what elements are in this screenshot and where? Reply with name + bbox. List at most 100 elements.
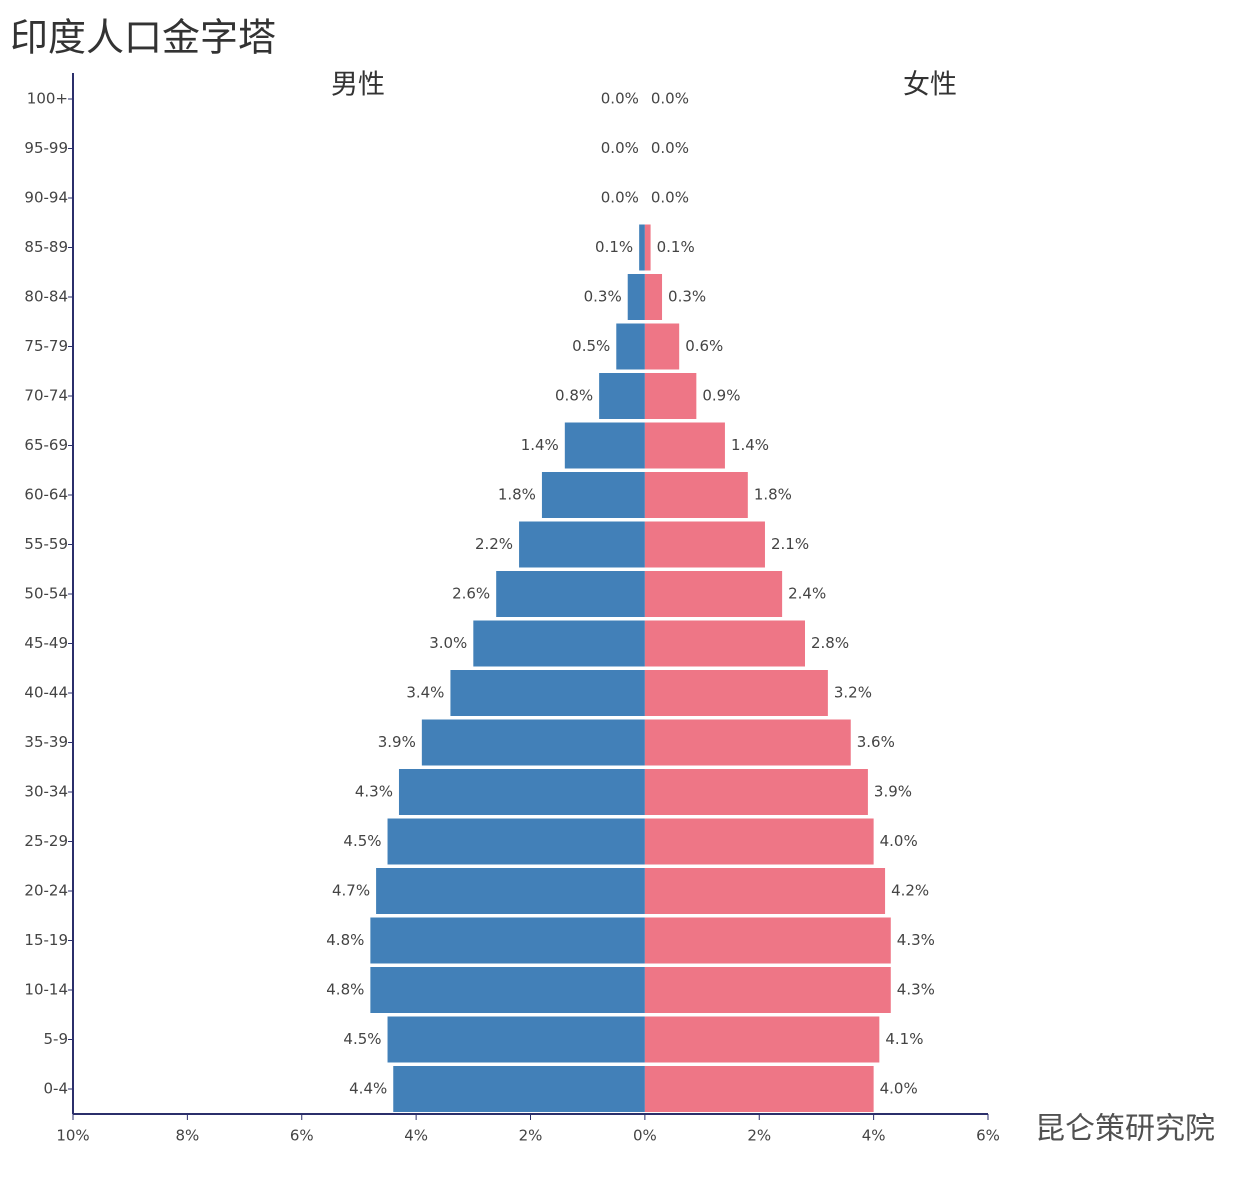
bar	[599, 373, 645, 419]
watermark: 昆仑策研究院	[1035, 1112, 1215, 1147]
bar	[644, 1066, 874, 1112]
x-tick-label: 8%	[175, 1127, 199, 1145]
bar	[450, 670, 645, 716]
value-label: 3.2%	[834, 684, 872, 702]
bar	[627, 274, 645, 320]
bar	[644, 571, 783, 617]
bar	[644, 323, 680, 370]
y-tick-label: 15-19	[24, 931, 68, 949]
y-tick-label: 25-29	[24, 832, 68, 850]
bar	[564, 422, 645, 469]
x-tick-label: 6%	[290, 1127, 314, 1145]
value-label: 4.3%	[897, 931, 935, 949]
bar	[370, 967, 645, 1013]
bar	[519, 521, 645, 568]
x-tick-label: 6%	[976, 1127, 1000, 1145]
y-tick-label: 80-84	[24, 288, 68, 306]
y-tick-label: 30-34	[24, 783, 68, 801]
value-label: 0.3%	[668, 288, 706, 306]
bar	[398, 769, 645, 815]
y-tick-label: 55-59	[24, 535, 68, 553]
x-tick-label: 4%	[404, 1127, 428, 1145]
y-tick-label: 75-79	[24, 337, 68, 355]
bar	[496, 571, 645, 617]
x-tick-label: 2%	[747, 1127, 771, 1145]
bar	[616, 323, 645, 370]
value-label: 3.0%	[429, 634, 467, 652]
bar	[644, 769, 868, 815]
value-label: 2.6%	[452, 585, 490, 603]
value-label: 4.8%	[326, 981, 364, 999]
value-label: 4.3%	[897, 981, 935, 999]
value-label: 0.3%	[584, 288, 622, 306]
bar	[644, 868, 886, 914]
legend-male: 男性	[331, 70, 385, 101]
bar	[644, 670, 828, 716]
y-tick-label: 95-99	[24, 139, 68, 157]
legend-female: 女性	[903, 70, 957, 101]
value-label: 3.9%	[874, 783, 912, 801]
value-label: 4.0%	[880, 1080, 918, 1098]
y-tick-label: 10-14	[24, 981, 68, 999]
x-tick-label: 2%	[519, 1127, 543, 1145]
bar	[644, 373, 697, 419]
bar	[644, 521, 765, 568]
value-label: 1.4%	[521, 436, 559, 454]
bar	[644, 224, 651, 271]
value-label: 0.8%	[555, 387, 593, 405]
y-tick-label: 45-49	[24, 634, 68, 652]
value-label: 4.8%	[326, 931, 364, 949]
y-tick-label: 5-9	[44, 1030, 69, 1048]
bar	[421, 719, 645, 766]
value-label: 0.1%	[657, 238, 695, 256]
value-label: 0.0%	[651, 189, 689, 207]
chart-title: 印度人口金字塔	[10, 16, 276, 60]
y-tick-label: 50-54	[24, 585, 68, 603]
y-tick-label: 100+	[27, 90, 68, 108]
value-label: 4.7%	[332, 882, 370, 900]
bar	[644, 422, 725, 469]
bar	[370, 917, 645, 964]
y-tick-label: 0-4	[44, 1080, 69, 1098]
x-tick-label: 10%	[56, 1127, 89, 1145]
bar	[473, 620, 645, 667]
value-label: 0.1%	[595, 238, 633, 256]
value-label: 1.8%	[754, 486, 792, 504]
value-label: 3.6%	[857, 733, 895, 751]
bar	[644, 274, 663, 320]
bar	[644, 917, 891, 964]
value-label: 1.8%	[498, 486, 536, 504]
bar	[393, 1066, 645, 1112]
bar	[387, 818, 645, 865]
bar	[644, 719, 851, 766]
bar	[644, 620, 805, 667]
y-tick-label: 20-24	[24, 882, 68, 900]
y-tick-label: 65-69	[24, 436, 68, 454]
value-label: 3.4%	[406, 684, 444, 702]
y-tick-label: 40-44	[24, 684, 68, 702]
value-label: 0.0%	[601, 90, 639, 108]
value-label: 0.0%	[601, 189, 639, 207]
value-label: 2.1%	[771, 535, 809, 553]
value-label: 0.0%	[651, 139, 689, 157]
y-tick-label: 85-89	[24, 238, 68, 256]
value-label: 4.5%	[343, 1030, 381, 1048]
value-label: 2.4%	[788, 585, 826, 603]
value-label: 0.5%	[572, 337, 610, 355]
bar	[644, 1016, 880, 1063]
value-label: 4.0%	[880, 832, 918, 850]
bar	[387, 1016, 645, 1063]
y-tick-label: 60-64	[24, 486, 68, 504]
value-label: 0.6%	[685, 337, 723, 355]
bar	[376, 868, 645, 914]
value-label: 2.2%	[475, 535, 513, 553]
value-label: 2.8%	[811, 634, 849, 652]
value-label: 4.3%	[355, 783, 393, 801]
value-label: 0.0%	[651, 90, 689, 108]
value-label: 3.9%	[378, 733, 416, 751]
bar	[644, 967, 891, 1013]
bar	[644, 472, 748, 518]
value-label: 0.9%	[702, 387, 740, 405]
value-label: 4.1%	[885, 1030, 923, 1048]
